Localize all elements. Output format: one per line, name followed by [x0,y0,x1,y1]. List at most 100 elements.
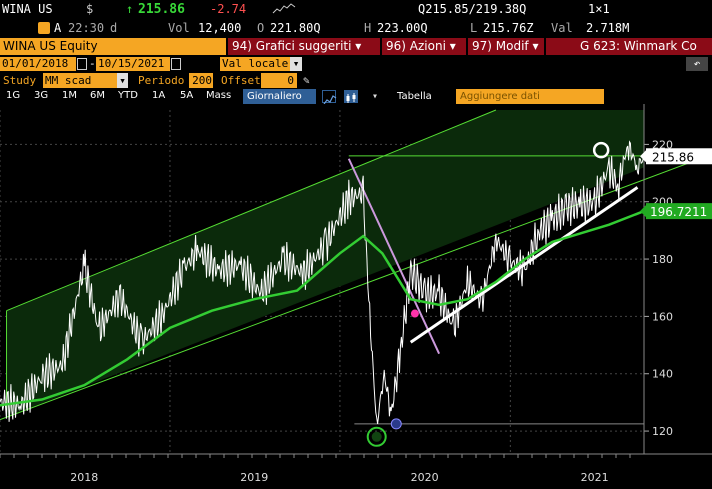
stat-vol: 12,400 [198,21,242,35]
period-button-5a[interactable]: 5A [180,90,194,101]
suggested-charts-menu[interactable]: 94) Grafici suggeriti ▾ [228,38,380,55]
add-data-input[interactable]: Aggiungere dati [456,89,604,104]
period-input[interactable]: 200 [189,73,213,88]
period-button-3g[interactable]: 3G [34,90,49,101]
currency-select[interactable]: Val locale [220,57,300,71]
ma-tag [646,203,712,220]
change-text: -2.74 [210,2,247,16]
range-separator: - [89,57,96,70]
chevron-down-icon: ▾ [532,39,539,53]
low-marker [366,426,387,447]
low-marker-core [371,431,382,442]
news-icon[interactable] [38,22,50,34]
y-tick-label: 180 [652,253,673,266]
channel-upper-line [6,109,497,312]
y-tick-label: 120 [652,425,673,438]
table-button[interactable]: Tabella [397,91,432,102]
x-tick-label: 2019 [240,471,268,484]
stat-open-label: O [257,21,265,35]
last-price-tag [646,148,712,165]
period-button-1m[interactable]: 1M [62,90,77,101]
bid-ask: Q215.85/219.38Q [418,2,527,16]
study-bar: Study MM scad ▾ Periodo 200 Offset 0 ✎ [0,73,712,88]
period-label: Periodo [138,74,185,87]
menu-bar: WINA US Equity 94) Grafici suggeriti ▾ 9… [0,38,712,55]
channel-fill [6,110,644,418]
actions-menu[interactable]: 96) Azioni ▾ [382,38,466,55]
date-range-bar: 01/01/2018 - 10/15/2021 Val locale ▾ ↶ [0,57,712,71]
size: 1×1 [588,2,610,16]
security-field[interactable]: WINA US Equity [0,38,226,55]
menu-label: Modif [495,39,529,53]
stat-high: 223.00Q [377,21,428,35]
modify-menu[interactable]: 97) Modif ▾ [468,38,544,55]
period-button-1a[interactable]: 1A [152,90,166,101]
end-date-input[interactable]: 10/15/2021 [96,57,170,71]
study-select[interactable]: MM scad [43,73,125,88]
x-tick-label: 2021 [581,471,609,484]
period-button-ytd[interactable]: YTD [118,90,138,101]
price-chart[interactable]: 120 140 160 180 200 220 2018 2019 2020 2021 215.86… [0,104,712,485]
menu-label: Azioni [409,39,446,53]
chevron-down-icon[interactable]: ▾ [371,91,379,102]
currency-text: $ [86,2,94,16]
ticker-text[interactable]: WINA US [2,2,53,16]
stat-val: 2.718M [586,21,630,35]
stat-low: 215.76Z [483,21,534,35]
price-text: 215.86 [138,2,185,17]
stat-time-suffix: d [110,21,118,35]
offset-input[interactable]: 0 [261,73,297,88]
arrow-up-icon: ↑ [126,2,134,16]
offset-label: Offset [221,74,261,87]
chevron-down-icon: ▾ [355,39,362,53]
price-channel [0,109,705,421]
stat-high-label: H [364,21,372,35]
high-marker [592,141,610,159]
menu-label: Grafici suggeriti [255,39,352,53]
tab-daily[interactable]: Giornaliero [243,89,316,104]
stat-vol-label: Vol [168,21,190,35]
cross-marker [410,309,419,318]
moving-average-line [0,209,645,407]
calendar-icon[interactable] [77,58,87,70]
last-price-pointer [640,150,646,163]
series [0,140,645,424]
candle-icon[interactable] [344,90,358,103]
period-button-mass[interactable]: Mass [206,90,232,101]
chevron-down-icon[interactable]: ▾ [117,73,128,88]
page-info: G 623: Winmark Co [546,38,712,55]
price-line [0,140,645,424]
quote-stats: A 22:30 d Vol 12,400 O 221.80Q H 223.00Q… [0,19,712,37]
channel-lower-line [0,156,705,421]
markers [366,141,610,447]
stat-low-label: L [470,21,478,35]
chevron-down-icon[interactable]: ▾ [290,57,302,71]
stat-val-label: Val [551,21,573,35]
x-tick-label: 2020 [411,471,439,484]
line-chart-icon[interactable] [322,90,337,104]
mini-chart-icon [272,3,296,16]
y-tick-label: 160 [652,310,673,323]
stat-open: 221.80Q [270,21,321,35]
quote-strip: WINA US $ ↑ 215.86 -2.74 Q215.85/219.38Q… [0,0,712,19]
last-price-tag-label: 215.86 [652,150,694,164]
x-tick-label: 2018 [70,471,98,484]
calendar-icon[interactable] [171,58,181,70]
menu-number: 94) [232,39,252,53]
stat-time: 22:30 [68,21,105,35]
study-label: Study [3,74,37,87]
pencil-icon[interactable]: ✎ [303,74,310,87]
y-tick-label: 140 [652,368,673,381]
period-bar: 1G 3G 1M 6M YTD 1A 5A Mass Giornaliero ▾ Tabell… [0,89,712,104]
period-button-1g[interactable]: 1G [6,90,21,101]
menu-number: 97) [472,39,492,53]
stat-flag: A [54,21,62,35]
chevron-down-icon: ▾ [449,39,456,53]
period-button-6m[interactable]: 6M [90,90,105,101]
ma-tag-label: 196.7211 [650,205,707,219]
menu-number: 96) [386,39,406,53]
back-icon[interactable]: ↶ [686,57,708,71]
start-date-input[interactable]: 01/01/2018 [0,57,76,71]
